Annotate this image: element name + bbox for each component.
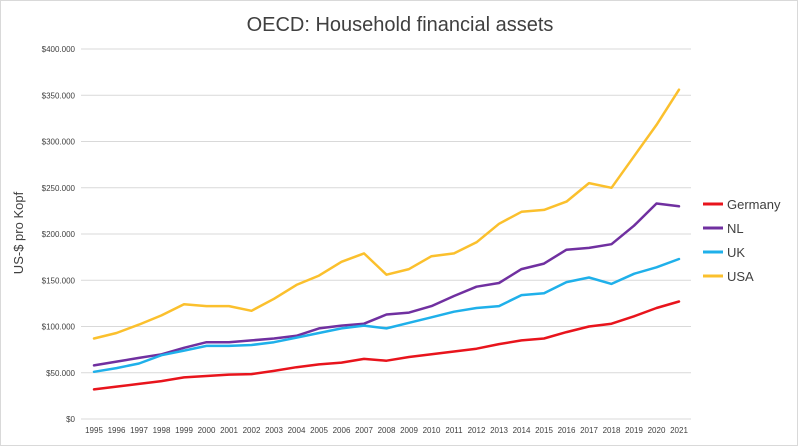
legend-label: NL [727,221,744,236]
x-tick-label: 1998 [153,426,171,435]
y-tick-label: $400.000 [42,45,76,54]
chart-title: OECD: Household financial assets [247,14,554,36]
y-tick-label: $200.000 [42,230,76,239]
y-tick-label: $250.000 [42,184,76,193]
legend-label: Germany [727,197,781,212]
y-tick-label: $0 [66,415,75,424]
x-tick-label: 2013 [490,426,508,435]
legend-label: UK [727,245,745,260]
x-tick-label: 2005 [310,426,328,435]
series-line-usa [92,88,681,340]
x-tick-label: 2010 [423,426,441,435]
y-tick-label: $150.000 [42,276,76,285]
x-tick-label: 2018 [603,426,621,435]
x-tick-label: 1995 [85,426,103,435]
y-tick-label: $300.000 [42,138,76,147]
x-tick-label: 2012 [468,426,486,435]
x-tick-label: 2007 [355,426,373,435]
y-tick-label: $100.000 [42,323,76,332]
x-tick-label: 2000 [198,426,216,435]
legend: Germany NL UK USA [703,197,781,284]
x-tick-label: 1996 [108,426,126,435]
x-axis-ticks: 1995 1996 1997 1998 1999 2000 2001 2002 2003 2004… [85,426,688,435]
x-tick-label: 2004 [288,426,306,435]
x-tick-label: 2003 [265,426,283,435]
x-tick-label: 2001 [220,426,238,435]
x-tick-label: 2016 [558,426,576,435]
x-tick-label: 2002 [243,426,261,435]
y-tick-label: $350.000 [42,91,76,100]
x-tick-label: 2020 [648,426,666,435]
y-axis-label: US-$ pro Kopf [11,191,26,274]
series-line-germany [92,300,681,391]
x-tick-label: 2017 [580,426,598,435]
x-tick-label: 2015 [535,426,553,435]
series-line-uk [92,257,681,374]
x-tick-label: 2021 [670,426,688,435]
legend-item-uk: UK [703,245,745,260]
series-lines [92,88,681,391]
legend-item-usa: USA [703,269,754,284]
legend-item-nl: NL [703,221,744,236]
y-axis-ticks: $0 $50.000 $100.000 $150.000 $200.000 $250.00… [42,45,76,424]
x-tick-label: 2019 [625,426,643,435]
x-tick-label: 1999 [175,426,193,435]
series-line-nl [92,202,681,367]
x-tick-label: 1997 [130,426,148,435]
legend-label: USA [727,269,754,284]
y-tick-label: $50.000 [46,369,75,378]
x-tick-label: 2006 [333,426,351,435]
x-tick-label: 2009 [400,426,418,435]
gridlines [81,48,691,420]
x-tick-label: 2014 [513,426,531,435]
legend-item-germany: Germany [703,197,781,212]
x-tick-label: 2008 [378,426,396,435]
x-tick-label: 2011 [445,426,463,435]
